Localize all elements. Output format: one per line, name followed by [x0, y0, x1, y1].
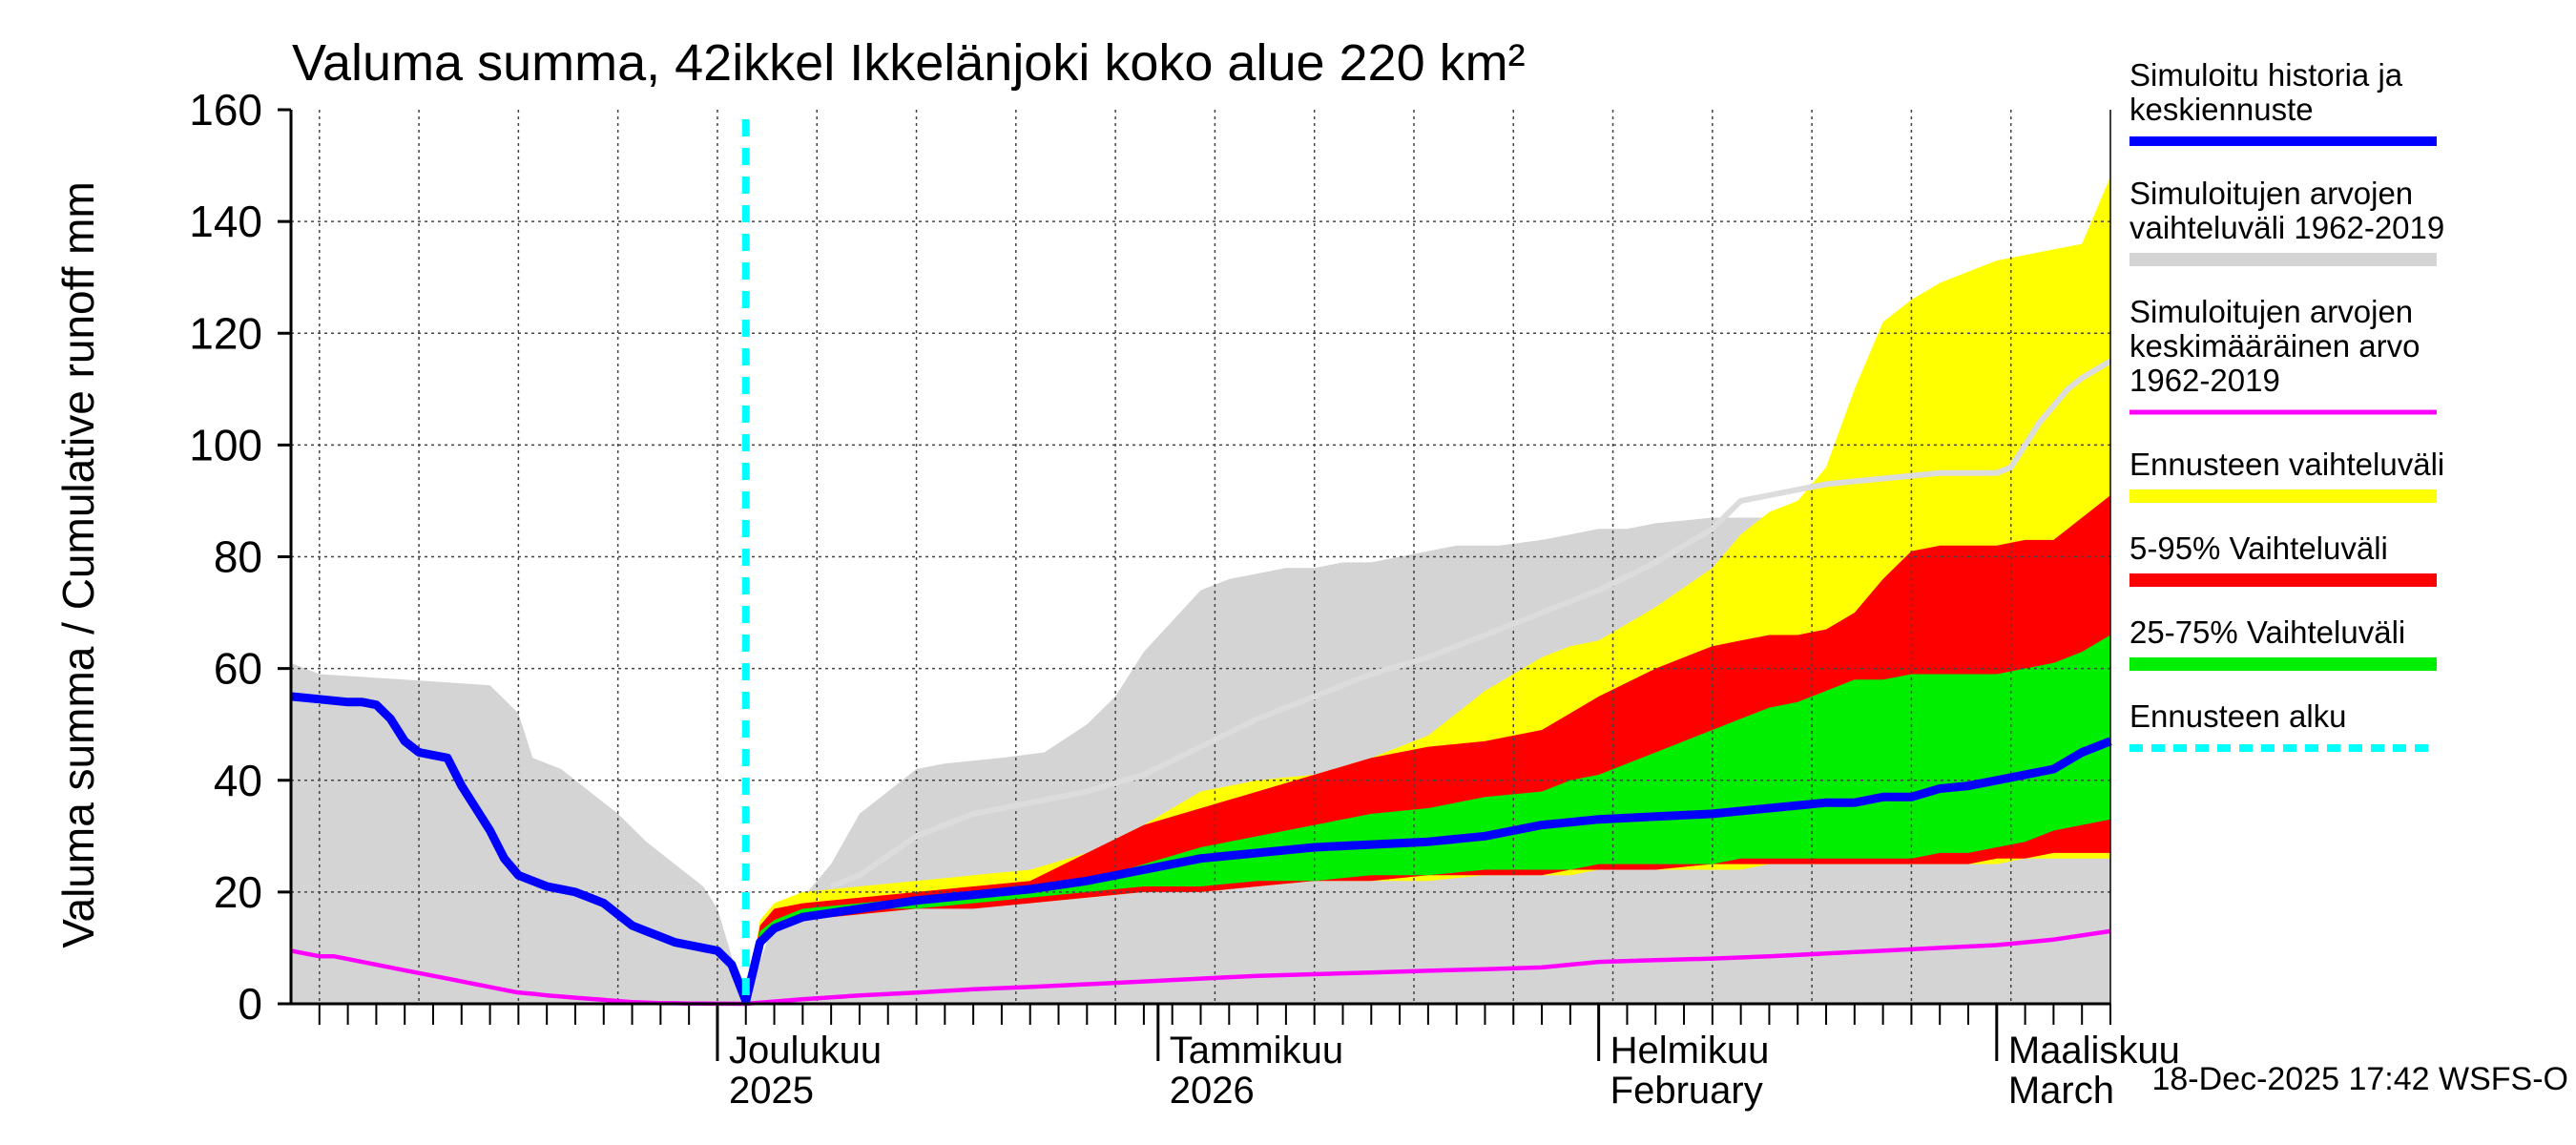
year-label: February — [1610, 1070, 1763, 1112]
legend-label-median: Simuloitu historia ja — [2129, 57, 2403, 93]
y-tick-label: 120 — [189, 308, 262, 358]
year-label: March — [2008, 1070, 2114, 1112]
p25-75-area — [745, 635, 2110, 1004]
legend-label-history_range: vaihteluväli 1962-2019 — [2129, 210, 2444, 245]
legend-label-forecast_start: Ennusteen alku — [2129, 698, 2347, 734]
y-tick-label: 40 — [214, 756, 262, 805]
year-label: 2026 — [1170, 1070, 1255, 1112]
legend-label-mean: Simuloitujen arvojen — [2129, 294, 2413, 329]
y-tick-label: 140 — [189, 197, 262, 246]
median-line — [290, 692, 2112, 1006]
y-tick-label: 20 — [214, 867, 262, 917]
month-label: Helmikuu — [1610, 1030, 1770, 1072]
y-tick-label: 80 — [214, 532, 262, 582]
legend-label-mean: 1962-2019 — [2129, 363, 2280, 398]
y-axis-label: Valuma summa / Cumulative runoff mm — [53, 181, 103, 948]
grid — [291, 110, 2110, 1004]
timestamp-footer: 18-Dec-2025 17:42 WSFS-O — [2151, 1061, 2568, 1097]
y-tick-label: 100 — [189, 420, 262, 469]
mean-future-line — [830, 358, 2112, 889]
y-tick-label: 160 — [189, 85, 262, 135]
chart-title: Valuma summa, 42ikkel Ikkelänjoki koko a… — [292, 34, 1526, 92]
y-tick-label: 60 — [214, 644, 262, 694]
legend-label-p5_95: 5-95% Vaihteluväli — [2129, 531, 2388, 566]
month-label: Tammikuu — [1170, 1030, 1343, 1072]
month-label: Maaliskuu — [2008, 1030, 2180, 1072]
legend-label-history_range: Simuloitujen arvojen — [2129, 176, 2413, 211]
plot-area — [290, 110, 2112, 1007]
month-label: Joulukuu — [729, 1030, 882, 1072]
legend-label-median: keskiennuste — [2129, 92, 2314, 127]
legend-label-p25_75: 25-75% Vaihteluväli — [2129, 614, 2405, 650]
legend-label-mean: keskimääräinen arvo — [2129, 328, 2420, 364]
y-tick-label: 0 — [238, 979, 262, 1029]
legend-label-forecast_range: Ennusteen vaihteluväli — [2129, 447, 2444, 482]
year-label: 2025 — [729, 1070, 814, 1112]
